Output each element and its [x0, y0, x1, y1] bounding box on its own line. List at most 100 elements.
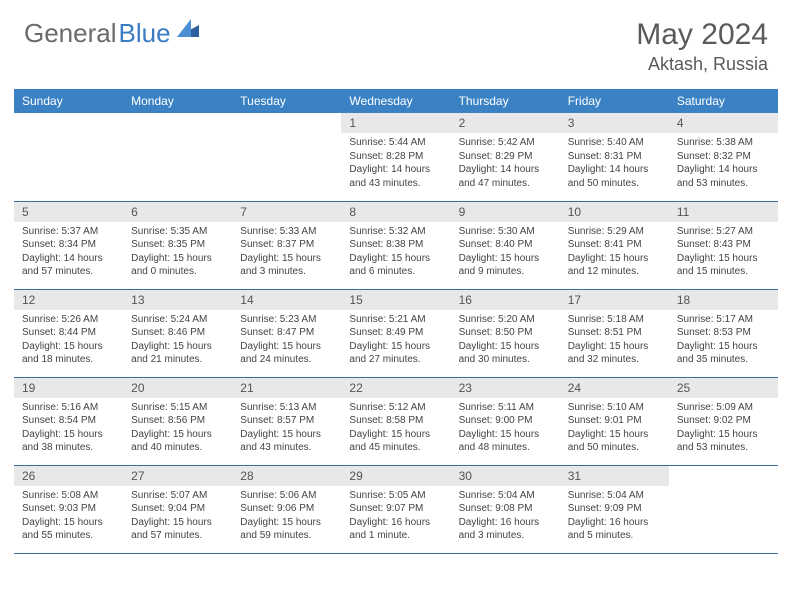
- daylight-text-2: and 43 minutes.: [240, 441, 333, 455]
- sunset-text: Sunset: 8:47 PM: [240, 326, 333, 340]
- day-number: 1: [341, 113, 450, 133]
- day-number: 18: [669, 290, 778, 310]
- sunrise-text: Sunrise: 5:44 AM: [349, 136, 442, 150]
- weekday-header: Friday: [560, 89, 669, 113]
- day-number: 31: [560, 466, 669, 486]
- day-number: 25: [669, 378, 778, 398]
- day-info: Sunrise: 5:38 AMSunset: 8:32 PMDaylight:…: [669, 133, 778, 193]
- day-info: Sunrise: 5:33 AMSunset: 8:37 PMDaylight:…: [232, 222, 341, 282]
- sunset-text: Sunset: 9:03 PM: [22, 502, 115, 516]
- day-info: Sunrise: 5:10 AMSunset: 9:01 PMDaylight:…: [560, 398, 669, 458]
- sunset-text: Sunset: 8:57 PM: [240, 414, 333, 428]
- daylight-text-2: and 30 minutes.: [459, 353, 552, 367]
- day-number: 15: [341, 290, 450, 310]
- day-info: Sunrise: 5:32 AMSunset: 8:38 PMDaylight:…: [341, 222, 450, 282]
- sunset-text: Sunset: 8:50 PM: [459, 326, 552, 340]
- sunset-text: Sunset: 8:58 PM: [349, 414, 442, 428]
- daylight-text-1: Daylight: 14 hours: [22, 252, 115, 266]
- daylight-text-2: and 57 minutes.: [22, 265, 115, 279]
- day-number: 23: [451, 378, 560, 398]
- daylight-text-2: and 53 minutes.: [677, 177, 770, 191]
- daylight-text-1: Daylight: 14 hours: [568, 163, 661, 177]
- page-header: General Blue May 2024 Aktash, Russia: [0, 0, 792, 83]
- sunset-text: Sunset: 8:56 PM: [131, 414, 224, 428]
- day-info: Sunrise: 5:13 AMSunset: 8:57 PMDaylight:…: [232, 398, 341, 458]
- calendar-cell: 6Sunrise: 5:35 AMSunset: 8:35 PMDaylight…: [123, 201, 232, 289]
- daylight-text-2: and 50 minutes.: [568, 441, 661, 455]
- brand-part2: Blue: [119, 18, 171, 49]
- sunset-text: Sunset: 8:38 PM: [349, 238, 442, 252]
- sunrise-text: Sunrise: 5:35 AM: [131, 225, 224, 239]
- day-info: Sunrise: 5:16 AMSunset: 8:54 PMDaylight:…: [14, 398, 123, 458]
- sunset-text: Sunset: 8:34 PM: [22, 238, 115, 252]
- sunset-text: Sunset: 8:40 PM: [459, 238, 552, 252]
- sunrise-text: Sunrise: 5:07 AM: [131, 489, 224, 503]
- sunset-text: Sunset: 8:31 PM: [568, 150, 661, 164]
- calendar-cell: 29Sunrise: 5:05 AMSunset: 9:07 PMDayligh…: [341, 465, 450, 553]
- sunrise-text: Sunrise: 5:09 AM: [677, 401, 770, 415]
- day-number: 13: [123, 290, 232, 310]
- sunset-text: Sunset: 8:37 PM: [240, 238, 333, 252]
- sunrise-text: Sunrise: 5:33 AM: [240, 225, 333, 239]
- daylight-text-1: Daylight: 14 hours: [677, 163, 770, 177]
- day-info: Sunrise: 5:44 AMSunset: 8:28 PMDaylight:…: [341, 133, 450, 193]
- day-number: 8: [341, 202, 450, 222]
- sunset-text: Sunset: 9:00 PM: [459, 414, 552, 428]
- calendar-cell: 18Sunrise: 5:17 AMSunset: 8:53 PMDayligh…: [669, 289, 778, 377]
- weekday-header: Monday: [123, 89, 232, 113]
- calendar-cell: 16Sunrise: 5:20 AMSunset: 8:50 PMDayligh…: [451, 289, 560, 377]
- day-info: Sunrise: 5:29 AMSunset: 8:41 PMDaylight:…: [560, 222, 669, 282]
- sunset-text: Sunset: 8:49 PM: [349, 326, 442, 340]
- daylight-text-1: Daylight: 14 hours: [459, 163, 552, 177]
- day-info: Sunrise: 5:09 AMSunset: 9:02 PMDaylight:…: [669, 398, 778, 458]
- sunset-text: Sunset: 9:06 PM: [240, 502, 333, 516]
- sunset-text: Sunset: 9:07 PM: [349, 502, 442, 516]
- daylight-text-1: Daylight: 16 hours: [459, 516, 552, 530]
- day-number: 21: [232, 378, 341, 398]
- weekday-header: Saturday: [669, 89, 778, 113]
- calendar-cell: 22Sunrise: 5:12 AMSunset: 8:58 PMDayligh…: [341, 377, 450, 465]
- sunset-text: Sunset: 9:08 PM: [459, 502, 552, 516]
- day-info: Sunrise: 5:07 AMSunset: 9:04 PMDaylight:…: [123, 486, 232, 546]
- calendar-cell: 4Sunrise: 5:38 AMSunset: 8:32 PMDaylight…: [669, 113, 778, 201]
- calendar-cell: 27Sunrise: 5:07 AMSunset: 9:04 PMDayligh…: [123, 465, 232, 553]
- calendar-cell: 19Sunrise: 5:16 AMSunset: 8:54 PMDayligh…: [14, 377, 123, 465]
- day-number: 4: [669, 113, 778, 133]
- day-info: Sunrise: 5:17 AMSunset: 8:53 PMDaylight:…: [669, 310, 778, 370]
- calendar-cell: 28Sunrise: 5:06 AMSunset: 9:06 PMDayligh…: [232, 465, 341, 553]
- calendar-cell: 12Sunrise: 5:26 AMSunset: 8:44 PMDayligh…: [14, 289, 123, 377]
- weekday-header: Wednesday: [341, 89, 450, 113]
- day-info: Sunrise: 5:35 AMSunset: 8:35 PMDaylight:…: [123, 222, 232, 282]
- daylight-text-2: and 48 minutes.: [459, 441, 552, 455]
- daylight-text-2: and 3 minutes.: [459, 529, 552, 543]
- daylight-text-2: and 50 minutes.: [568, 177, 661, 191]
- calendar-row: 19Sunrise: 5:16 AMSunset: 8:54 PMDayligh…: [14, 377, 778, 465]
- calendar-cell-empty: .: [669, 465, 778, 553]
- daylight-text-1: Daylight: 15 hours: [131, 252, 224, 266]
- day-info: Sunrise: 5:12 AMSunset: 8:58 PMDaylight:…: [341, 398, 450, 458]
- day-number: 7: [232, 202, 341, 222]
- day-info: Sunrise: 5:18 AMSunset: 8:51 PMDaylight:…: [560, 310, 669, 370]
- calendar-cell: 31Sunrise: 5:04 AMSunset: 9:09 PMDayligh…: [560, 465, 669, 553]
- sunrise-text: Sunrise: 5:08 AM: [22, 489, 115, 503]
- calendar-cell: 26Sunrise: 5:08 AMSunset: 9:03 PMDayligh…: [14, 465, 123, 553]
- daylight-text-1: Daylight: 15 hours: [131, 516, 224, 530]
- daylight-text-1: Daylight: 15 hours: [240, 428, 333, 442]
- calendar-table: SundayMondayTuesdayWednesdayThursdayFrid…: [14, 89, 778, 554]
- day-info: Sunrise: 5:11 AMSunset: 9:00 PMDaylight:…: [451, 398, 560, 458]
- day-info: Sunrise: 5:15 AMSunset: 8:56 PMDaylight:…: [123, 398, 232, 458]
- calendar-cell: 5Sunrise: 5:37 AMSunset: 8:34 PMDaylight…: [14, 201, 123, 289]
- calendar-cell-empty: .: [123, 113, 232, 201]
- daylight-text-1: Daylight: 15 hours: [459, 252, 552, 266]
- daylight-text-1: Daylight: 16 hours: [568, 516, 661, 530]
- calendar-cell-empty: .: [232, 113, 341, 201]
- day-number: 26: [14, 466, 123, 486]
- sunrise-text: Sunrise: 5:27 AM: [677, 225, 770, 239]
- brand-mark-icon: [177, 19, 199, 42]
- calendar-cell: 13Sunrise: 5:24 AMSunset: 8:46 PMDayligh…: [123, 289, 232, 377]
- day-number: 6: [123, 202, 232, 222]
- calendar-cell: 24Sunrise: 5:10 AMSunset: 9:01 PMDayligh…: [560, 377, 669, 465]
- calendar-cell: 7Sunrise: 5:33 AMSunset: 8:37 PMDaylight…: [232, 201, 341, 289]
- sunrise-text: Sunrise: 5:24 AM: [131, 313, 224, 327]
- daylight-text-1: Daylight: 15 hours: [22, 428, 115, 442]
